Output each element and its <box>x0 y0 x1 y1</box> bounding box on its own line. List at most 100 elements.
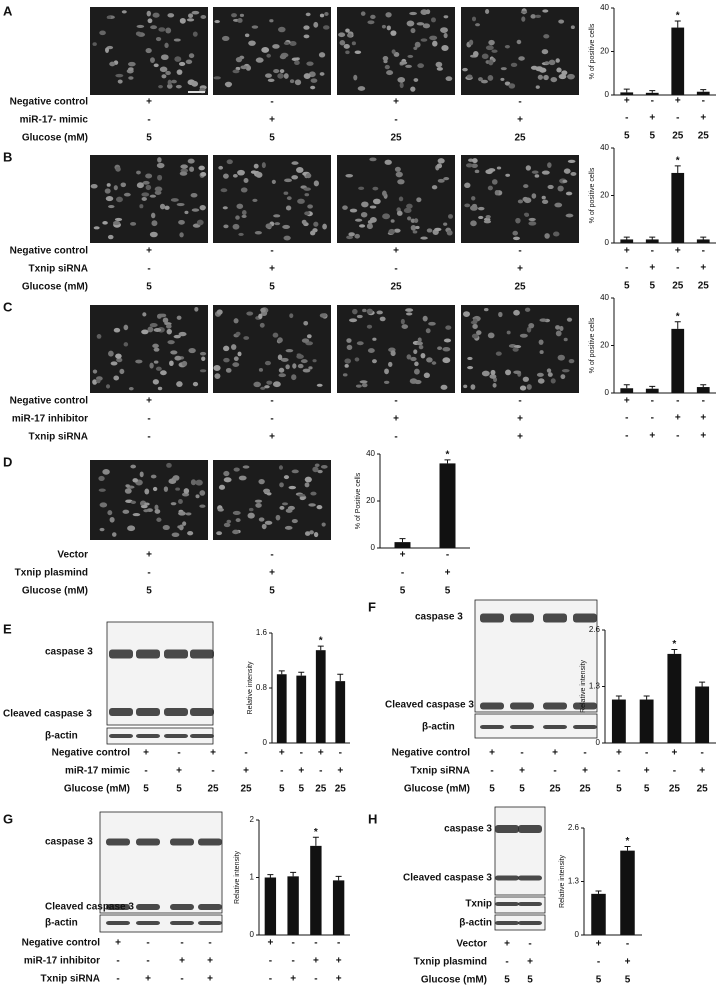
cell-nucleus <box>477 206 485 211</box>
error-bar <box>399 538 406 543</box>
x-tick-label: 5 <box>445 586 451 597</box>
cell-nucleus <box>470 384 476 390</box>
cell-nucleus <box>400 318 405 325</box>
cell-nucleus <box>357 86 366 91</box>
condition-label: Glucose (mM) <box>22 586 88 597</box>
cell-nucleus <box>99 527 105 532</box>
cell-nucleus <box>149 194 157 198</box>
cell-nucleus <box>319 313 327 318</box>
cell-nucleus <box>399 82 404 89</box>
significance-mark: * <box>676 311 680 322</box>
cell-nucleus <box>523 212 529 217</box>
bar <box>335 681 346 743</box>
cell-nucleus <box>525 165 531 171</box>
cell-nucleus <box>442 357 451 364</box>
cell-nucleus <box>467 356 473 361</box>
cell-nucleus <box>158 84 163 89</box>
cell-nucleus <box>346 235 354 240</box>
cell-nucleus <box>304 531 311 536</box>
cell-nucleus <box>485 169 493 175</box>
blot-label: β-actin <box>422 722 455 733</box>
cell-nucleus <box>422 315 428 322</box>
cell-nucleus <box>258 479 265 485</box>
cell-nucleus <box>130 464 137 469</box>
cell-nucleus <box>310 230 316 236</box>
cell-nucleus <box>353 74 358 81</box>
cell-nucleus <box>474 169 480 174</box>
cell-nucleus <box>492 383 497 388</box>
micrograph <box>90 305 208 393</box>
x-tick-label: - <box>673 766 676 777</box>
cell-nucleus <box>566 317 573 322</box>
x-tick-label: - <box>625 263 628 274</box>
cell-nucleus <box>555 58 560 63</box>
cell-nucleus <box>142 312 147 317</box>
cell-nucleus <box>167 79 172 86</box>
cell-nucleus <box>504 44 510 49</box>
cell-nucleus <box>313 21 319 28</box>
cell-nucleus <box>191 10 200 15</box>
x-tick-label: - <box>702 246 705 257</box>
blot-band <box>518 825 542 833</box>
cell-nucleus <box>538 339 544 345</box>
condition-value: + <box>393 414 399 425</box>
cell-nucleus <box>498 311 503 318</box>
error-bar <box>312 836 319 846</box>
cell-nucleus <box>104 188 111 194</box>
cell-nucleus <box>401 324 409 329</box>
cell-nucleus <box>558 19 565 24</box>
cell-nucleus <box>302 368 311 373</box>
cell-nucleus <box>550 76 558 83</box>
cell-nucleus <box>157 174 163 181</box>
cell-nucleus <box>446 230 453 236</box>
cell-nucleus <box>485 8 490 15</box>
cell-nucleus <box>102 468 110 475</box>
error-bar <box>649 385 656 389</box>
cell-nucleus <box>106 183 111 187</box>
x-tick-label: - <box>319 766 322 777</box>
cell-nucleus <box>405 312 413 316</box>
y-axis-label: % of positive cells <box>589 317 596 373</box>
cell-nucleus <box>214 373 221 379</box>
condition-value: + <box>243 766 249 777</box>
cell-nucleus <box>178 331 187 337</box>
cell-nucleus <box>191 80 199 87</box>
cell-nucleus <box>255 171 263 178</box>
x-tick-label: + <box>267 938 273 949</box>
x-tick-label: - <box>651 413 654 424</box>
condition-label: miR-17 inhibitor <box>12 414 88 425</box>
cell-nucleus <box>556 67 562 73</box>
cell-nucleus <box>115 196 123 203</box>
x-tick-label: + <box>318 748 324 759</box>
cell-nucleus <box>397 76 406 83</box>
cell-nucleus <box>152 379 159 385</box>
condition-value: + <box>269 115 275 126</box>
x-tick-label: - <box>702 396 705 407</box>
cell-nucleus <box>464 203 471 208</box>
blot-band <box>510 613 534 623</box>
cell-nucleus <box>196 219 204 226</box>
cell-nucleus <box>141 197 147 201</box>
cell-nucleus <box>237 169 245 176</box>
cell-nucleus <box>443 176 450 181</box>
error-bar <box>337 673 344 682</box>
cell-nucleus <box>390 219 395 223</box>
cell-nucleus <box>98 475 105 481</box>
cell-nucleus <box>179 232 184 238</box>
condition-label: Negative control <box>10 97 89 108</box>
x-tick-label: + <box>675 246 681 257</box>
cell-nucleus <box>425 9 431 15</box>
error-bar <box>624 846 631 851</box>
cell-nucleus <box>284 178 292 183</box>
condition-value: - <box>270 396 273 407</box>
cell-nucleus <box>349 318 358 323</box>
blot-label: β-actin <box>459 918 492 929</box>
blot-band <box>480 725 504 729</box>
cell-nucleus <box>289 313 294 319</box>
cell-nucleus <box>518 56 525 61</box>
blot-box <box>494 806 546 896</box>
cell-nucleus <box>239 13 245 18</box>
cell-nucleus <box>139 204 144 209</box>
cell-nucleus <box>145 184 152 191</box>
condition-value: - <box>270 414 273 425</box>
